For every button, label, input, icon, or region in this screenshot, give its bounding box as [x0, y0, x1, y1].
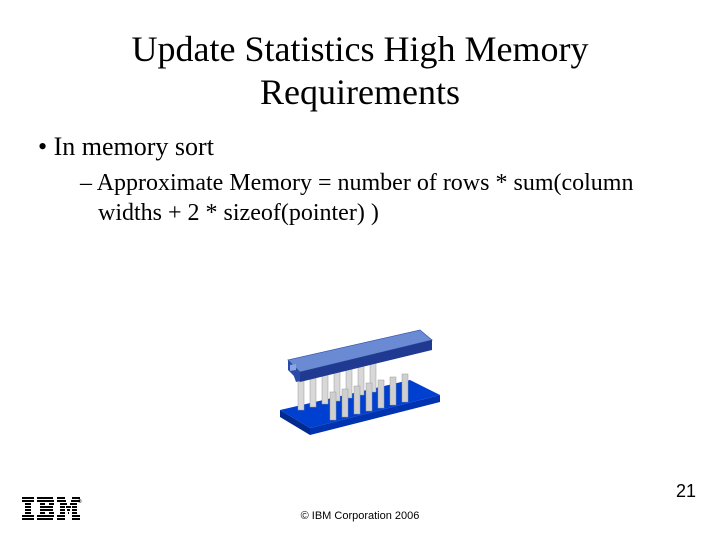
svg-text:®: ®: [78, 498, 82, 505]
bullet-level-2: Approximate Memory = number of rows * su…: [80, 168, 690, 228]
chip-icon: [260, 320, 460, 445]
copyright-text: © IBM Corporation 2006: [301, 510, 420, 522]
ibm-logo-icon: ®: [22, 497, 82, 526]
slide-title: Update Statistics High Memory Requiremen…: [30, 28, 690, 114]
bullet-level-1: In memory sort: [38, 132, 690, 162]
page-number: 21: [676, 481, 696, 502]
